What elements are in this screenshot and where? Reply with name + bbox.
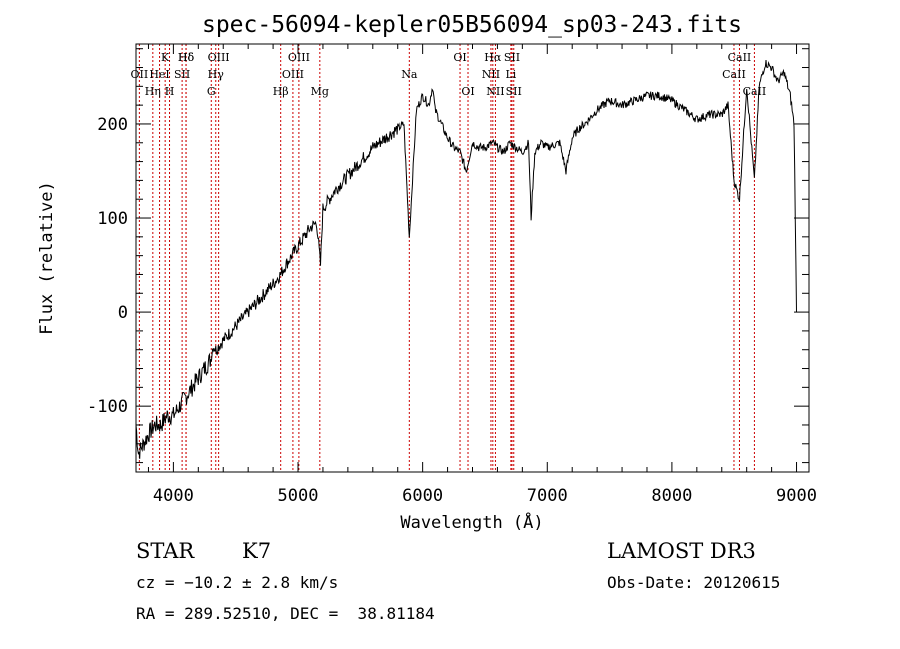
line-label: OI [461, 85, 474, 98]
line-label: CaII [728, 51, 752, 64]
object-subclass: K7 [242, 539, 272, 563]
x-tick-label: 8000 [651, 486, 692, 506]
x-tick-label: 9000 [776, 486, 817, 506]
coordinates: RA = 289.52510, DEC = 38.81184 [136, 604, 435, 623]
line-label: SII [506, 85, 522, 98]
line-label: OI [453, 51, 466, 64]
line-label: CaII [722, 68, 746, 81]
line-label: SII [504, 51, 520, 64]
x-axis-label: Wavelength (Å) [400, 511, 543, 533]
line-label: Mg [311, 85, 329, 98]
line-label: NII [482, 68, 500, 81]
line-label: Hα [484, 51, 502, 64]
y-tick-label: 100 [97, 209, 128, 229]
y-axis-ticks: -100 0 100 200 [87, 48, 809, 464]
line-label: Li [505, 68, 516, 81]
line-label: OIII [288, 51, 310, 64]
x-axis-ticks: 4000 5000 6000 7000 8000 9000 [147, 44, 817, 506]
line-label: OII [131, 68, 149, 81]
line-label: HeI [149, 68, 169, 81]
line-label: G [207, 85, 216, 98]
line-label: SII [174, 68, 190, 81]
spectrum-line [135, 60, 797, 459]
y-tick-label: 200 [97, 115, 128, 135]
line-label: Hη [145, 85, 161, 98]
line-label: K [161, 51, 170, 64]
line-label: H [165, 85, 175, 98]
line-label: NII [486, 85, 504, 98]
spectrum-chart: spec-56094-kepler05B56094_sp03-243.fits … [37, 12, 817, 533]
chart-title: spec-56094-kepler05B56094_sp03-243.fits [202, 12, 742, 38]
redshift-value: cz = −10.2 ± 2.8 km/s [136, 573, 339, 592]
line-label: Hγ [208, 68, 225, 81]
line-label: OIII [208, 51, 230, 64]
x-tick-label: 4000 [153, 486, 194, 506]
plot-frame [135, 43, 810, 473]
y-tick-label: 0 [118, 303, 128, 323]
emission-line-markers [138, 44, 755, 472]
line-label: Na [401, 68, 418, 81]
obs-date: Obs-Date: 20120615 [607, 573, 781, 592]
survey-name: LAMOST DR3 [607, 539, 756, 563]
line-label: Hδ [178, 51, 195, 64]
y-axis-label: Flux (relative) [37, 181, 57, 335]
y-tick-label: -100 [87, 397, 128, 417]
x-tick-label: 5000 [278, 486, 319, 506]
line-label: Hδ [178, 51, 195, 64]
x-tick-label: 7000 [527, 486, 568, 506]
object-class: STAR [136, 539, 195, 563]
x-tick-label: 6000 [402, 486, 443, 506]
line-label: Hβ [273, 85, 289, 98]
line-label: OIII [282, 68, 304, 81]
line-label: CaII [743, 85, 767, 98]
